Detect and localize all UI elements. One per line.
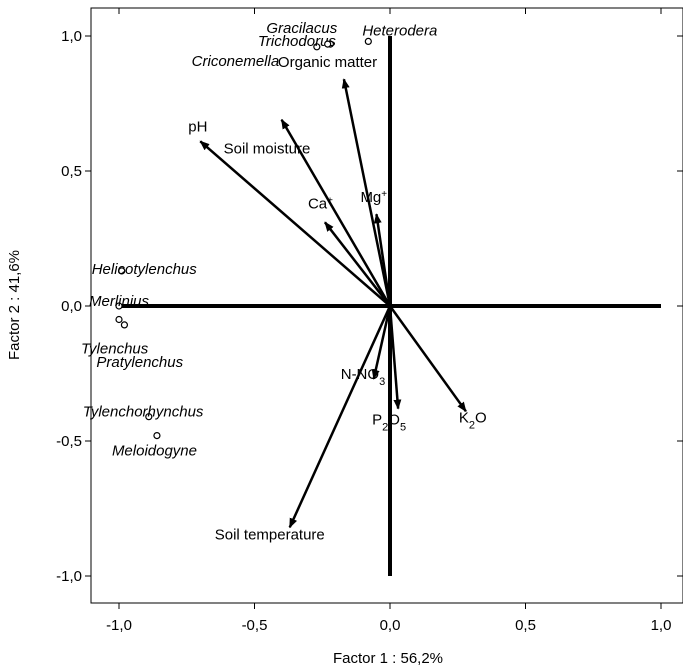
species-point	[115, 315, 123, 324]
species-point	[145, 413, 153, 421]
vector-label: Soil temperature	[215, 526, 325, 543]
species-point	[364, 37, 372, 46]
species-label: Tylenchus	[81, 341, 149, 358]
x-axis-label: Factor 1 : 56,2%	[333, 650, 443, 667]
vector-label: K2O	[459, 409, 487, 431]
vector-arrow	[373, 213, 392, 307]
species-point	[115, 302, 123, 310]
species-label: Criconemella	[192, 53, 280, 70]
loading-vectors: Organic matter Soil moisture pH Ca+ Mg+ N-NO3…	[188, 54, 486, 543]
species-point	[120, 321, 129, 329]
vector-arrow	[388, 305, 402, 410]
x-tick-label: 1,0	[651, 617, 672, 634]
vector-arrow	[280, 118, 392, 307]
species-point	[313, 43, 321, 51]
species-point	[118, 267, 126, 275]
species-label: Meloidogyne	[112, 443, 197, 460]
vector-label: P2O5	[372, 412, 406, 434]
x-tick-label: 0,0	[380, 617, 401, 634]
species-point	[153, 432, 161, 440]
x-tick-label: 0,5	[515, 617, 536, 634]
x-tick-label: -1,0	[106, 617, 132, 634]
vector-arrow	[371, 305, 392, 380]
species-label: Tylenchorhynchus	[83, 404, 204, 421]
tick-marks: -1,0 -0,5 0,0 0,5 1,0 1,0 0,5 0,0 -0,5 -1,0	[56, 8, 683, 634]
vector-arrow	[323, 221, 391, 307]
vector-arrow	[388, 305, 467, 413]
vector-label: N-NO3	[341, 366, 385, 388]
species-label: Gracilacus	[266, 20, 337, 37]
x-tick-label: -0,5	[242, 617, 268, 634]
vector-arrow	[288, 305, 392, 529]
vector-arrow	[199, 140, 391, 307]
species-points: Gracilacus Heterodera Trichodorus Criconeme…	[81, 20, 437, 460]
vector-label: Soil moisture	[224, 141, 311, 158]
species-label: Trichodorus	[258, 33, 337, 50]
vector-label: Ca+	[308, 195, 333, 213]
vector-label: Mg+	[360, 189, 387, 207]
y-tick-label: 1,0	[61, 28, 82, 45]
y-tick-label: -0,5	[56, 433, 82, 450]
vector-label: pH	[188, 118, 207, 135]
species-label: Helicotylenchus	[92, 261, 198, 278]
species-label: Merlinius	[89, 293, 150, 310]
vector-label: Organic matter	[278, 54, 377, 71]
y-tick-label: -1,0	[56, 568, 82, 585]
species-label: Heterodera	[362, 22, 437, 39]
y-tick-label: 0,5	[61, 163, 82, 180]
species-label: Pratylenchus	[96, 354, 183, 371]
y-tick-label: 0,0	[61, 298, 82, 315]
y-axis-label: Factor 2 : 41,6%	[6, 250, 23, 360]
species-point	[324, 40, 332, 48]
vector-arrow	[341, 78, 392, 307]
